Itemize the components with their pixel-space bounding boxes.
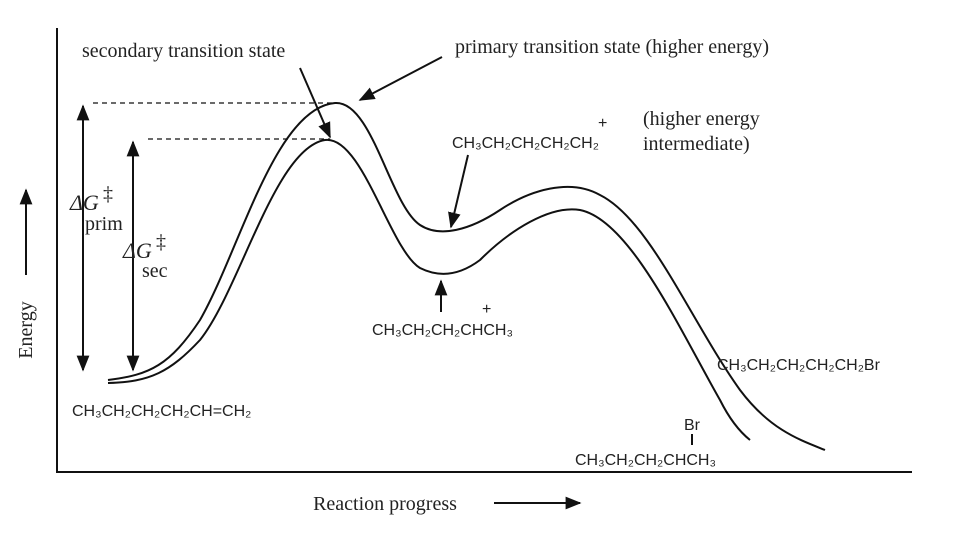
delta-g-symbol: ΔG — [69, 190, 99, 215]
delta-g-dagger: ‡ — [103, 183, 113, 205]
delta-g-symbol: ΔG — [122, 238, 152, 263]
annotation: primary transition state (higher energy) — [455, 36, 769, 58]
charge: + — [598, 115, 607, 132]
formula: CH₃CH₂CH₂CH₂CH=CH₂ — [72, 403, 251, 420]
annotation-arrow — [448, 154, 469, 229]
annotation: secondary transition state — [82, 40, 285, 62]
formula: CH₃CH₂CH₂CHCH₃ — [575, 452, 716, 469]
formula: CH₃CH₂CH₂CH₂CH₂Br — [717, 357, 881, 374]
annotation-arrow — [299, 67, 331, 139]
annotation-arrow — [358, 56, 443, 101]
y-axis-label: Energy — [15, 301, 37, 358]
charge: + — [482, 301, 491, 318]
substituent: Br — [684, 417, 701, 434]
delta-g-sub: sec — [142, 260, 168, 282]
delta-g-sub: prim — [85, 213, 123, 235]
annotation: (higher energy — [643, 108, 760, 130]
formula: CH₃CH₂CH₂CH₂CH₂ — [452, 135, 599, 152]
delta-g-dagger: ‡ — [156, 231, 166, 253]
primary-curve — [107, 101, 826, 451]
formula: CH₃CH₂CH₂CHCH₃ — [372, 322, 513, 339]
x-axis-label: Reaction progress — [313, 493, 457, 515]
annotation: intermediate) — [643, 133, 750, 155]
secondary-curve — [107, 138, 751, 441]
